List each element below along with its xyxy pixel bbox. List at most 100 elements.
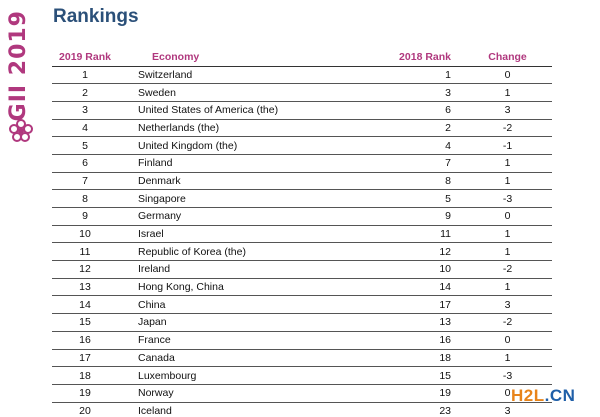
page-title: Rankings [53, 6, 139, 27]
cell-2018-rank: 2 [364, 119, 451, 138]
cell-economy: Netherlands (the) [118, 119, 364, 138]
flower-icon [9, 119, 33, 142]
cell-economy: Iceland [118, 402, 364, 417]
cell-economy: Norway [118, 384, 364, 403]
table-row: 17 Canada 18 1 [52, 349, 552, 368]
cell-2019-rank: 8 [52, 189, 118, 208]
cell-2019-rank: 6 [52, 154, 118, 173]
cell-change: 1 [451, 242, 552, 262]
cell-economy: Hong Kong, China [118, 278, 364, 297]
table-row: 8 Singapore 5 -3 [52, 189, 552, 208]
site-watermark: H2L.CN [511, 386, 575, 406]
table-row: 19 Norway 19 0 [52, 384, 552, 403]
cell-2018-rank: 18 [364, 349, 451, 368]
cell-2018-rank: 10 [364, 260, 451, 279]
cell-economy: Denmark [118, 172, 364, 191]
table-row: 1 Switzerland 1 0 [52, 66, 552, 85]
gii-logo: GII 2019 [2, 8, 38, 148]
cell-2018-rank: 3 [364, 83, 451, 102]
cell-2018-rank: 15 [364, 366, 451, 385]
cell-economy: China [118, 295, 364, 315]
cell-2018-rank: 13 [364, 313, 451, 332]
table-header: 2019 Rank Economy 2018 Rank Change [52, 49, 552, 67]
table-row: 20 Iceland 23 3 [52, 402, 552, 417]
cell-2019-rank: 20 [52, 402, 118, 417]
cell-change: 1 [451, 172, 552, 191]
cell-2019-rank: 5 [52, 136, 118, 155]
table-row: 12 Ireland 10 -2 [52, 260, 552, 279]
cell-change: 0 [451, 384, 552, 403]
table-row: 3 United States of America (the) 6 3 [52, 101, 552, 120]
table-row: 4 Netherlands (the) 2 -2 [52, 119, 552, 138]
cell-2018-rank: 1 [364, 66, 451, 85]
table-row: 15 Japan 13 -2 [52, 313, 552, 332]
cell-change: 3 [451, 295, 552, 315]
cell-2018-rank: 11 [364, 225, 451, 244]
cell-2018-rank: 14 [364, 278, 451, 297]
cell-change: -1 [451, 136, 552, 155]
col-header-economy: Economy [118, 49, 364, 67]
cell-economy: Ireland [118, 260, 364, 279]
cell-2019-rank: 18 [52, 366, 118, 385]
table-row: 10 Israel 11 1 [52, 225, 552, 244]
cell-change: 1 [451, 349, 552, 368]
cell-2018-rank: 4 [364, 136, 451, 155]
cell-economy: Finland [118, 154, 364, 173]
table-row: 5 United Kingdom (the) 4 -1 [52, 136, 552, 155]
cell-2019-rank: 11 [52, 242, 118, 262]
cell-2019-rank: 2 [52, 83, 118, 102]
cell-2018-rank: 5 [364, 189, 451, 208]
cell-2018-rank: 17 [364, 295, 451, 315]
cell-economy: Israel [118, 225, 364, 244]
cell-economy: Canada [118, 349, 364, 368]
cell-change: -2 [451, 260, 552, 279]
cell-2019-rank: 3 [52, 101, 118, 120]
cell-change: 1 [451, 278, 552, 297]
table-row: 18 Luxembourg 15 -3 [52, 366, 552, 385]
col-header-2018-rank: 2018 Rank [364, 49, 451, 67]
cell-2018-rank: 12 [364, 242, 451, 262]
cell-2018-rank: 19 [364, 384, 451, 403]
cell-2019-rank: 16 [52, 331, 118, 350]
cell-2019-rank: 10 [52, 225, 118, 244]
table-row: 16 France 16 0 [52, 331, 552, 350]
cell-2019-rank: 17 [52, 349, 118, 368]
cell-change: -3 [451, 189, 552, 208]
cell-change: 3 [451, 402, 552, 417]
cell-change: 0 [451, 207, 552, 226]
cell-change: 3 [451, 101, 552, 120]
cell-change: 1 [451, 83, 552, 102]
cell-2018-rank: 9 [364, 207, 451, 226]
watermark-part-a: H2L [511, 386, 545, 405]
cell-2019-rank: 1 [52, 66, 118, 85]
cell-economy: Singapore [118, 189, 364, 208]
cell-change: 1 [451, 154, 552, 173]
table-body: 1 Switzerland 1 0 2 Sweden 3 1 3 United States of… [52, 66, 552, 417]
cell-economy: Germany [118, 207, 364, 226]
cell-economy: Switzerland [118, 66, 364, 85]
cell-2018-rank: 7 [364, 154, 451, 173]
cell-economy: Luxembourg [118, 366, 364, 385]
table-row: 13 Hong Kong, China 14 1 [52, 278, 552, 297]
cell-change: -2 [451, 119, 552, 138]
cell-economy: Sweden [118, 83, 364, 102]
cell-change: 0 [451, 66, 552, 85]
cell-economy: France [118, 331, 364, 350]
cell-2019-rank: 15 [52, 313, 118, 332]
cell-change: 0 [451, 331, 552, 350]
cell-economy: Japan [118, 313, 364, 332]
cell-2019-rank: 7 [52, 172, 118, 191]
cell-2019-rank: 13 [52, 278, 118, 297]
cell-2019-rank: 19 [52, 384, 118, 403]
rankings-table: 2019 Rank Economy 2018 Rank Change 1 Swit… [52, 49, 552, 417]
table-row: 2 Sweden 3 1 [52, 83, 552, 102]
gii-logo-text: GII 2019 [6, 10, 31, 122]
cell-economy: United Kingdom (the) [118, 136, 364, 155]
col-header-change: Change [451, 49, 552, 67]
cell-economy: United States of America (the) [118, 101, 364, 120]
cell-change: -2 [451, 313, 552, 332]
table-row: 11 Republic of Korea (the) 12 1 [52, 242, 552, 262]
table-row: 7 Denmark 8 1 [52, 172, 552, 191]
cell-change: -3 [451, 366, 552, 385]
